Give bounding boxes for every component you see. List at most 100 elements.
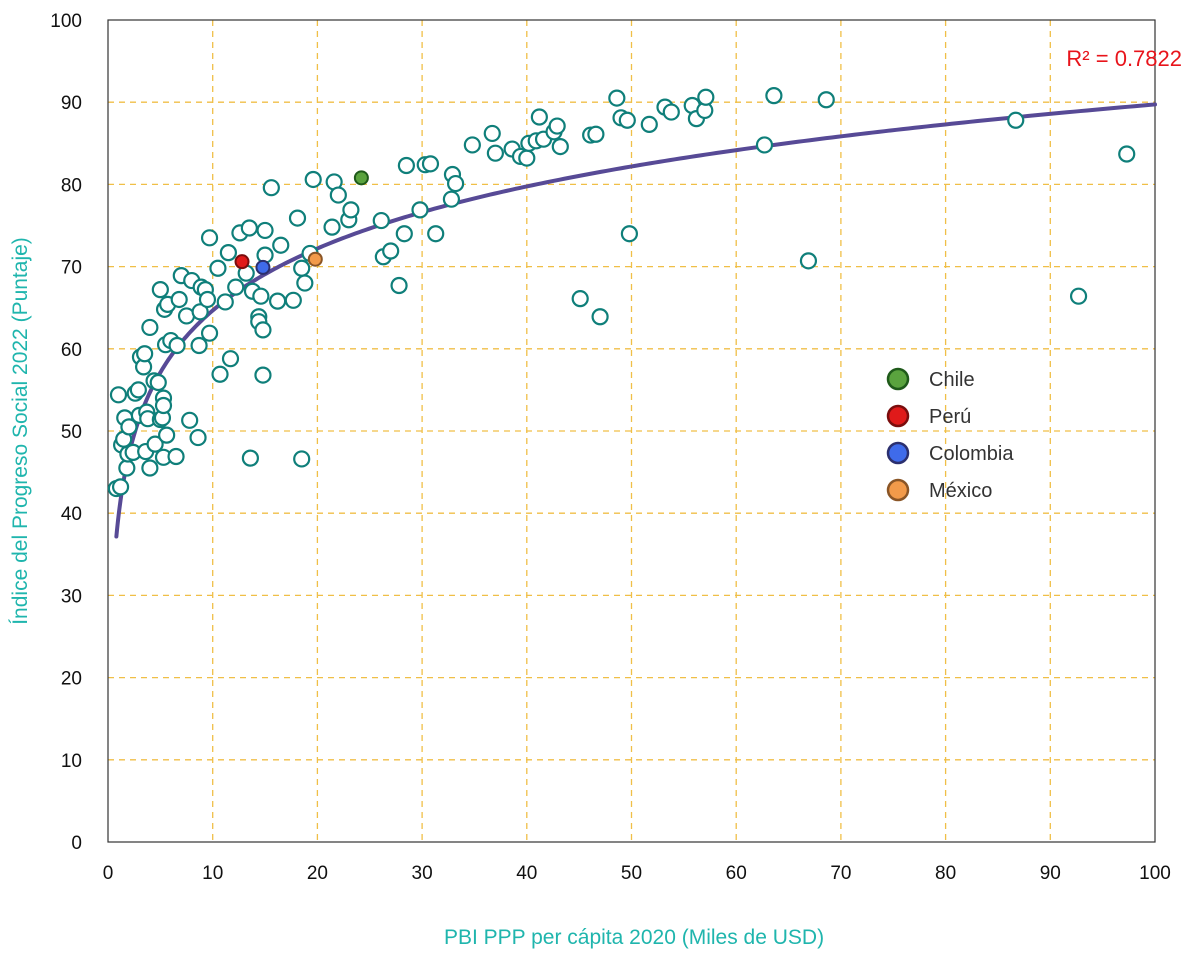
data-point	[304, 170, 322, 189]
data-point	[200, 229, 219, 247]
data-point	[189, 428, 207, 447]
y-tick-label: 80	[61, 175, 82, 196]
data-point	[483, 124, 501, 143]
legend-label: Chile	[929, 369, 975, 391]
x-tick-label: 90	[1040, 863, 1061, 884]
x-tick-label: 0	[103, 863, 114, 884]
data-point	[198, 290, 217, 309]
highlight-point-Perú	[234, 254, 250, 270]
data-point	[136, 345, 154, 363]
data-point	[118, 459, 136, 477]
data-point	[211, 365, 229, 383]
y-tick-label: 40	[61, 504, 82, 525]
data-point	[591, 308, 609, 326]
data-point	[227, 278, 245, 296]
data-point	[662, 103, 680, 121]
legend-label: Colombia	[929, 443, 1014, 465]
data-point	[293, 259, 311, 277]
data-point	[427, 225, 445, 243]
data-point	[284, 291, 302, 309]
data-point	[293, 450, 311, 468]
legend-marker	[886, 404, 910, 428]
data-point	[620, 225, 639, 243]
data-point	[170, 290, 188, 309]
y-tick-label: 0	[71, 833, 82, 854]
data-point	[518, 149, 536, 167]
y-axis-ticks: 0 10 20 30 40 50 60 70 80 90 100	[50, 11, 82, 854]
x-tick-label: 50	[621, 863, 642, 884]
data-point	[551, 137, 569, 156]
data-point	[382, 242, 400, 260]
y-tick-label: 20	[61, 669, 82, 690]
data-point	[272, 236, 290, 254]
data-point	[411, 201, 429, 219]
legend-label: Perú	[929, 406, 971, 428]
data-point	[618, 111, 636, 129]
data-point	[216, 293, 234, 311]
data-point	[200, 324, 219, 342]
data-point	[158, 426, 176, 444]
data-point	[421, 155, 440, 173]
legend-marker	[886, 478, 910, 502]
data-point	[390, 276, 408, 295]
data-point	[1007, 111, 1025, 129]
data-point	[141, 459, 159, 477]
data-point	[240, 219, 258, 237]
data-point	[191, 303, 209, 321]
data-point	[799, 252, 818, 270]
data-point	[241, 449, 259, 467]
data-point	[149, 373, 167, 392]
data-point	[640, 115, 658, 133]
x-axis-title: PBI PPP per cápita 2020 (Miles de USD)	[444, 926, 824, 949]
data-point	[1118, 145, 1136, 163]
data-point	[221, 350, 240, 368]
data-point	[190, 336, 208, 355]
data-point	[342, 201, 360, 219]
plot-frame	[107, 19, 1156, 843]
data-point	[209, 259, 227, 277]
data-point	[571, 290, 589, 308]
data-point	[168, 336, 186, 355]
data-point	[254, 366, 272, 384]
grid-lines	[108, 20, 1155, 842]
data-point	[817, 91, 835, 109]
data-point	[146, 435, 164, 453]
data-point	[109, 386, 128, 404]
data-point	[323, 218, 341, 236]
y-tick-label: 70	[61, 258, 82, 279]
legend-marker	[886, 367, 910, 391]
data-point	[395, 225, 413, 243]
data-point	[372, 211, 390, 230]
x-tick-label: 100	[1139, 863, 1171, 884]
data-point	[120, 418, 138, 436]
data-point	[288, 209, 307, 227]
y-tick-label: 50	[61, 422, 82, 443]
x-tick-label: 40	[516, 863, 537, 884]
data-point	[111, 478, 130, 496]
data-point	[154, 396, 173, 415]
highlight-points	[234, 170, 369, 275]
y-tick-label: 100	[50, 11, 82, 32]
data-point	[463, 136, 481, 154]
x-tick-label: 10	[202, 863, 223, 884]
legend-label: México	[929, 480, 992, 502]
data-point	[262, 179, 280, 197]
data-point	[1069, 287, 1088, 305]
data-point	[587, 125, 605, 143]
y-tick-label: 10	[61, 751, 82, 772]
data-point	[269, 292, 287, 310]
data-point	[486, 144, 504, 162]
data-point	[397, 156, 415, 175]
x-tick-label: 60	[726, 863, 747, 884]
data-point	[447, 174, 465, 193]
r-squared-annotation: R² = 0.7822	[1066, 46, 1182, 71]
legend-marker	[886, 441, 910, 465]
data-point	[167, 447, 185, 466]
y-tick-label: 30	[61, 586, 82, 607]
trend-line	[114, 102, 1157, 539]
data-point	[755, 136, 774, 154]
data-point	[765, 87, 783, 105]
data-points	[107, 87, 1136, 498]
data-point	[129, 381, 147, 399]
